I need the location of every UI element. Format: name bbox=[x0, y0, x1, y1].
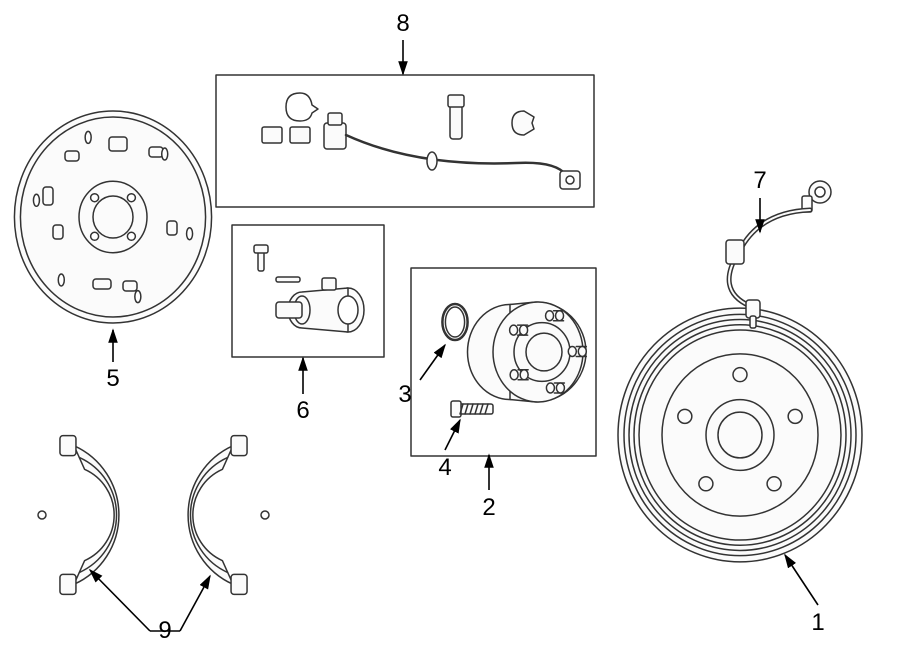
abs-sensor-kit bbox=[216, 75, 594, 207]
o-ring bbox=[442, 304, 467, 340]
parts-diagram-canvas bbox=[0, 0, 900, 661]
backing-plate bbox=[14, 111, 211, 323]
callout-arrow-9 bbox=[90, 570, 150, 631]
callout-arrow-3 bbox=[420, 345, 445, 380]
callout-label-8: 8 bbox=[396, 10, 409, 38]
callout-label-5: 5 bbox=[106, 365, 119, 393]
wheel-cylinder bbox=[232, 225, 384, 357]
hub-assembly bbox=[468, 302, 587, 402]
callout-label-6: 6 bbox=[296, 397, 309, 425]
brake-drum bbox=[618, 308, 862, 562]
callout-label-3: 3 bbox=[398, 381, 411, 409]
brake-shoes bbox=[38, 436, 269, 595]
callout-label-4: 4 bbox=[438, 454, 451, 482]
callout-arrow-1 bbox=[785, 555, 818, 605]
callout-arrow-4 bbox=[445, 420, 460, 450]
hub-bearing bbox=[411, 268, 596, 456]
brake-hose bbox=[726, 181, 831, 328]
callout-label-7: 7 bbox=[753, 167, 766, 195]
callout-label-9: 9 bbox=[158, 617, 171, 645]
callout-label-2: 2 bbox=[482, 494, 495, 522]
callout-label-1: 1 bbox=[811, 609, 824, 637]
hub-bolt bbox=[451, 401, 493, 417]
